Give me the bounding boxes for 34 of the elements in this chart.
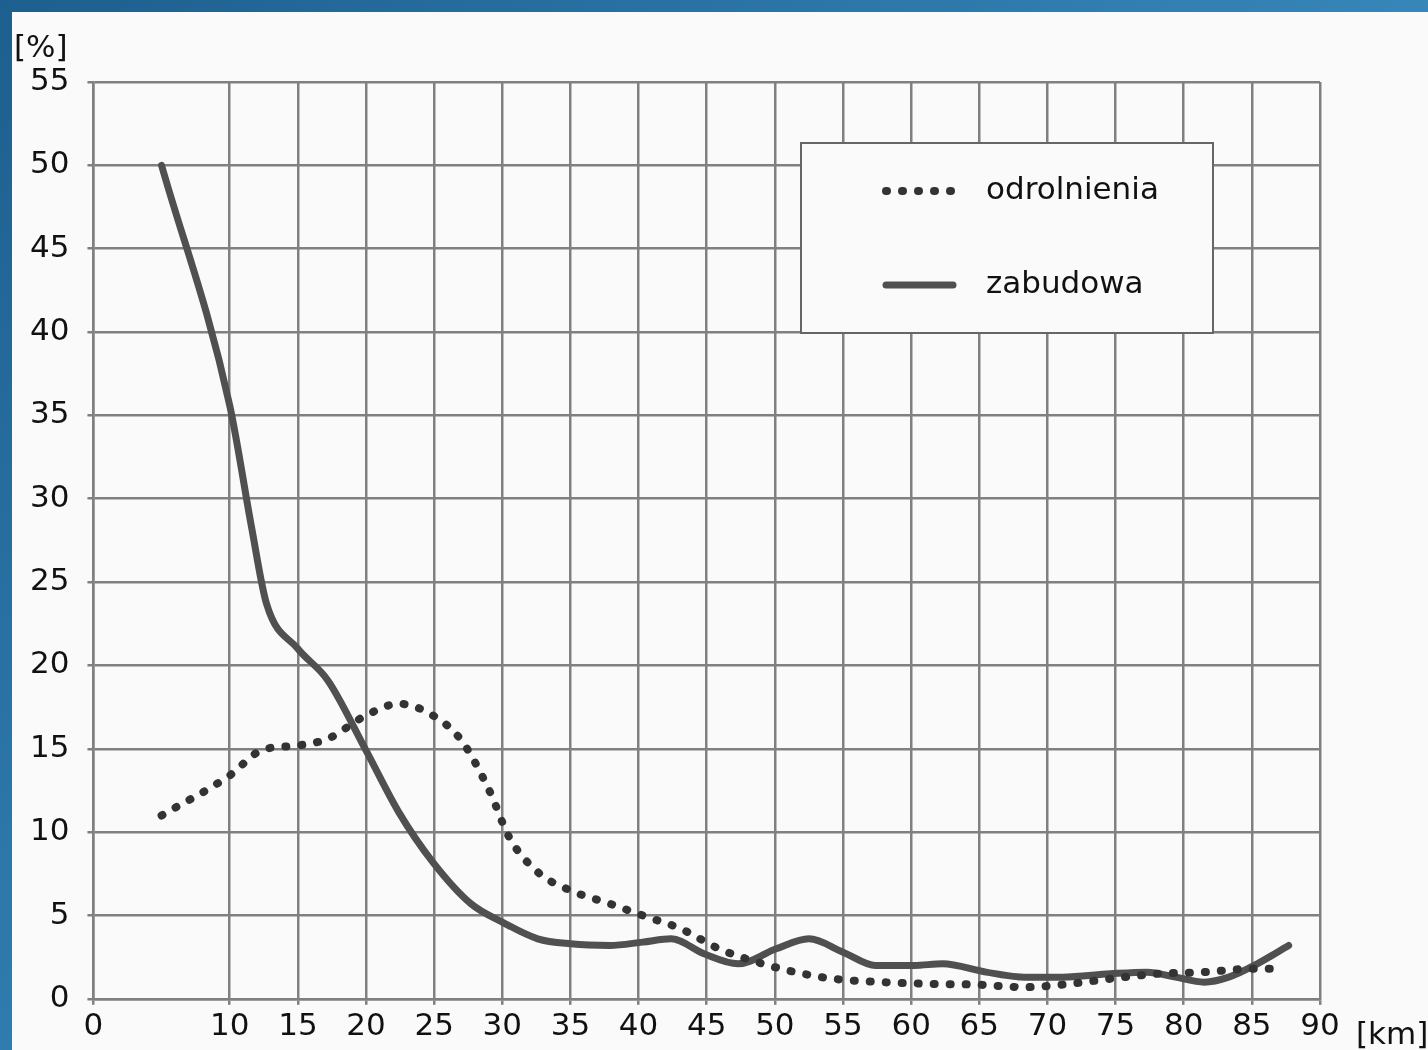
- legend-label: odrolnienia: [986, 170, 1159, 207]
- y-tick-label: 30: [29, 477, 70, 514]
- x-tick-label: 10: [210, 1006, 250, 1043]
- x-tick-label: 90: [1300, 1006, 1340, 1043]
- y-tick-label: 40: [29, 311, 70, 348]
- x-tick-label: 85: [1232, 1006, 1272, 1043]
- x-tick-label: 60: [891, 1006, 931, 1043]
- x-tick-label: 45: [687, 1006, 727, 1043]
- x-tick-label: 15: [278, 1006, 318, 1043]
- x-tick-label: 40: [618, 1006, 659, 1043]
- x-tick-label: 75: [1095, 1006, 1136, 1043]
- x-tick-label: 55: [823, 1006, 863, 1043]
- x-tick-label: 20: [346, 1006, 386, 1043]
- y-tick-label: 15: [29, 727, 70, 764]
- y-axis-title: [%]: [14, 27, 68, 64]
- x-tick-label: 65: [959, 1006, 1000, 1043]
- x-tick-label: 30: [482, 1006, 523, 1043]
- x-tick-label: 70: [1027, 1006, 1068, 1043]
- y-tick-label: 20: [29, 644, 70, 681]
- y-tick-label: 25: [29, 561, 70, 598]
- y-tick-label: 50: [29, 144, 70, 181]
- y-tick-label: 55: [29, 61, 70, 98]
- y-tick-label: 10: [29, 811, 70, 848]
- x-tick-label: 0: [83, 1006, 104, 1043]
- x-tick-label: 25: [414, 1006, 454, 1043]
- y-tick-label: 5: [49, 894, 70, 931]
- y-tick-label: 35: [29, 394, 70, 431]
- x-tick-label: 80: [1163, 1006, 1204, 1043]
- x-tick-label: 50: [755, 1006, 795, 1043]
- legend-label: zabudowa: [986, 264, 1144, 301]
- x-tick-label: 35: [550, 1006, 591, 1043]
- y-tick-label: 0: [49, 977, 70, 1014]
- y-tick-label: 45: [29, 227, 70, 264]
- x-axis-title: [km]: [1356, 1015, 1428, 1050]
